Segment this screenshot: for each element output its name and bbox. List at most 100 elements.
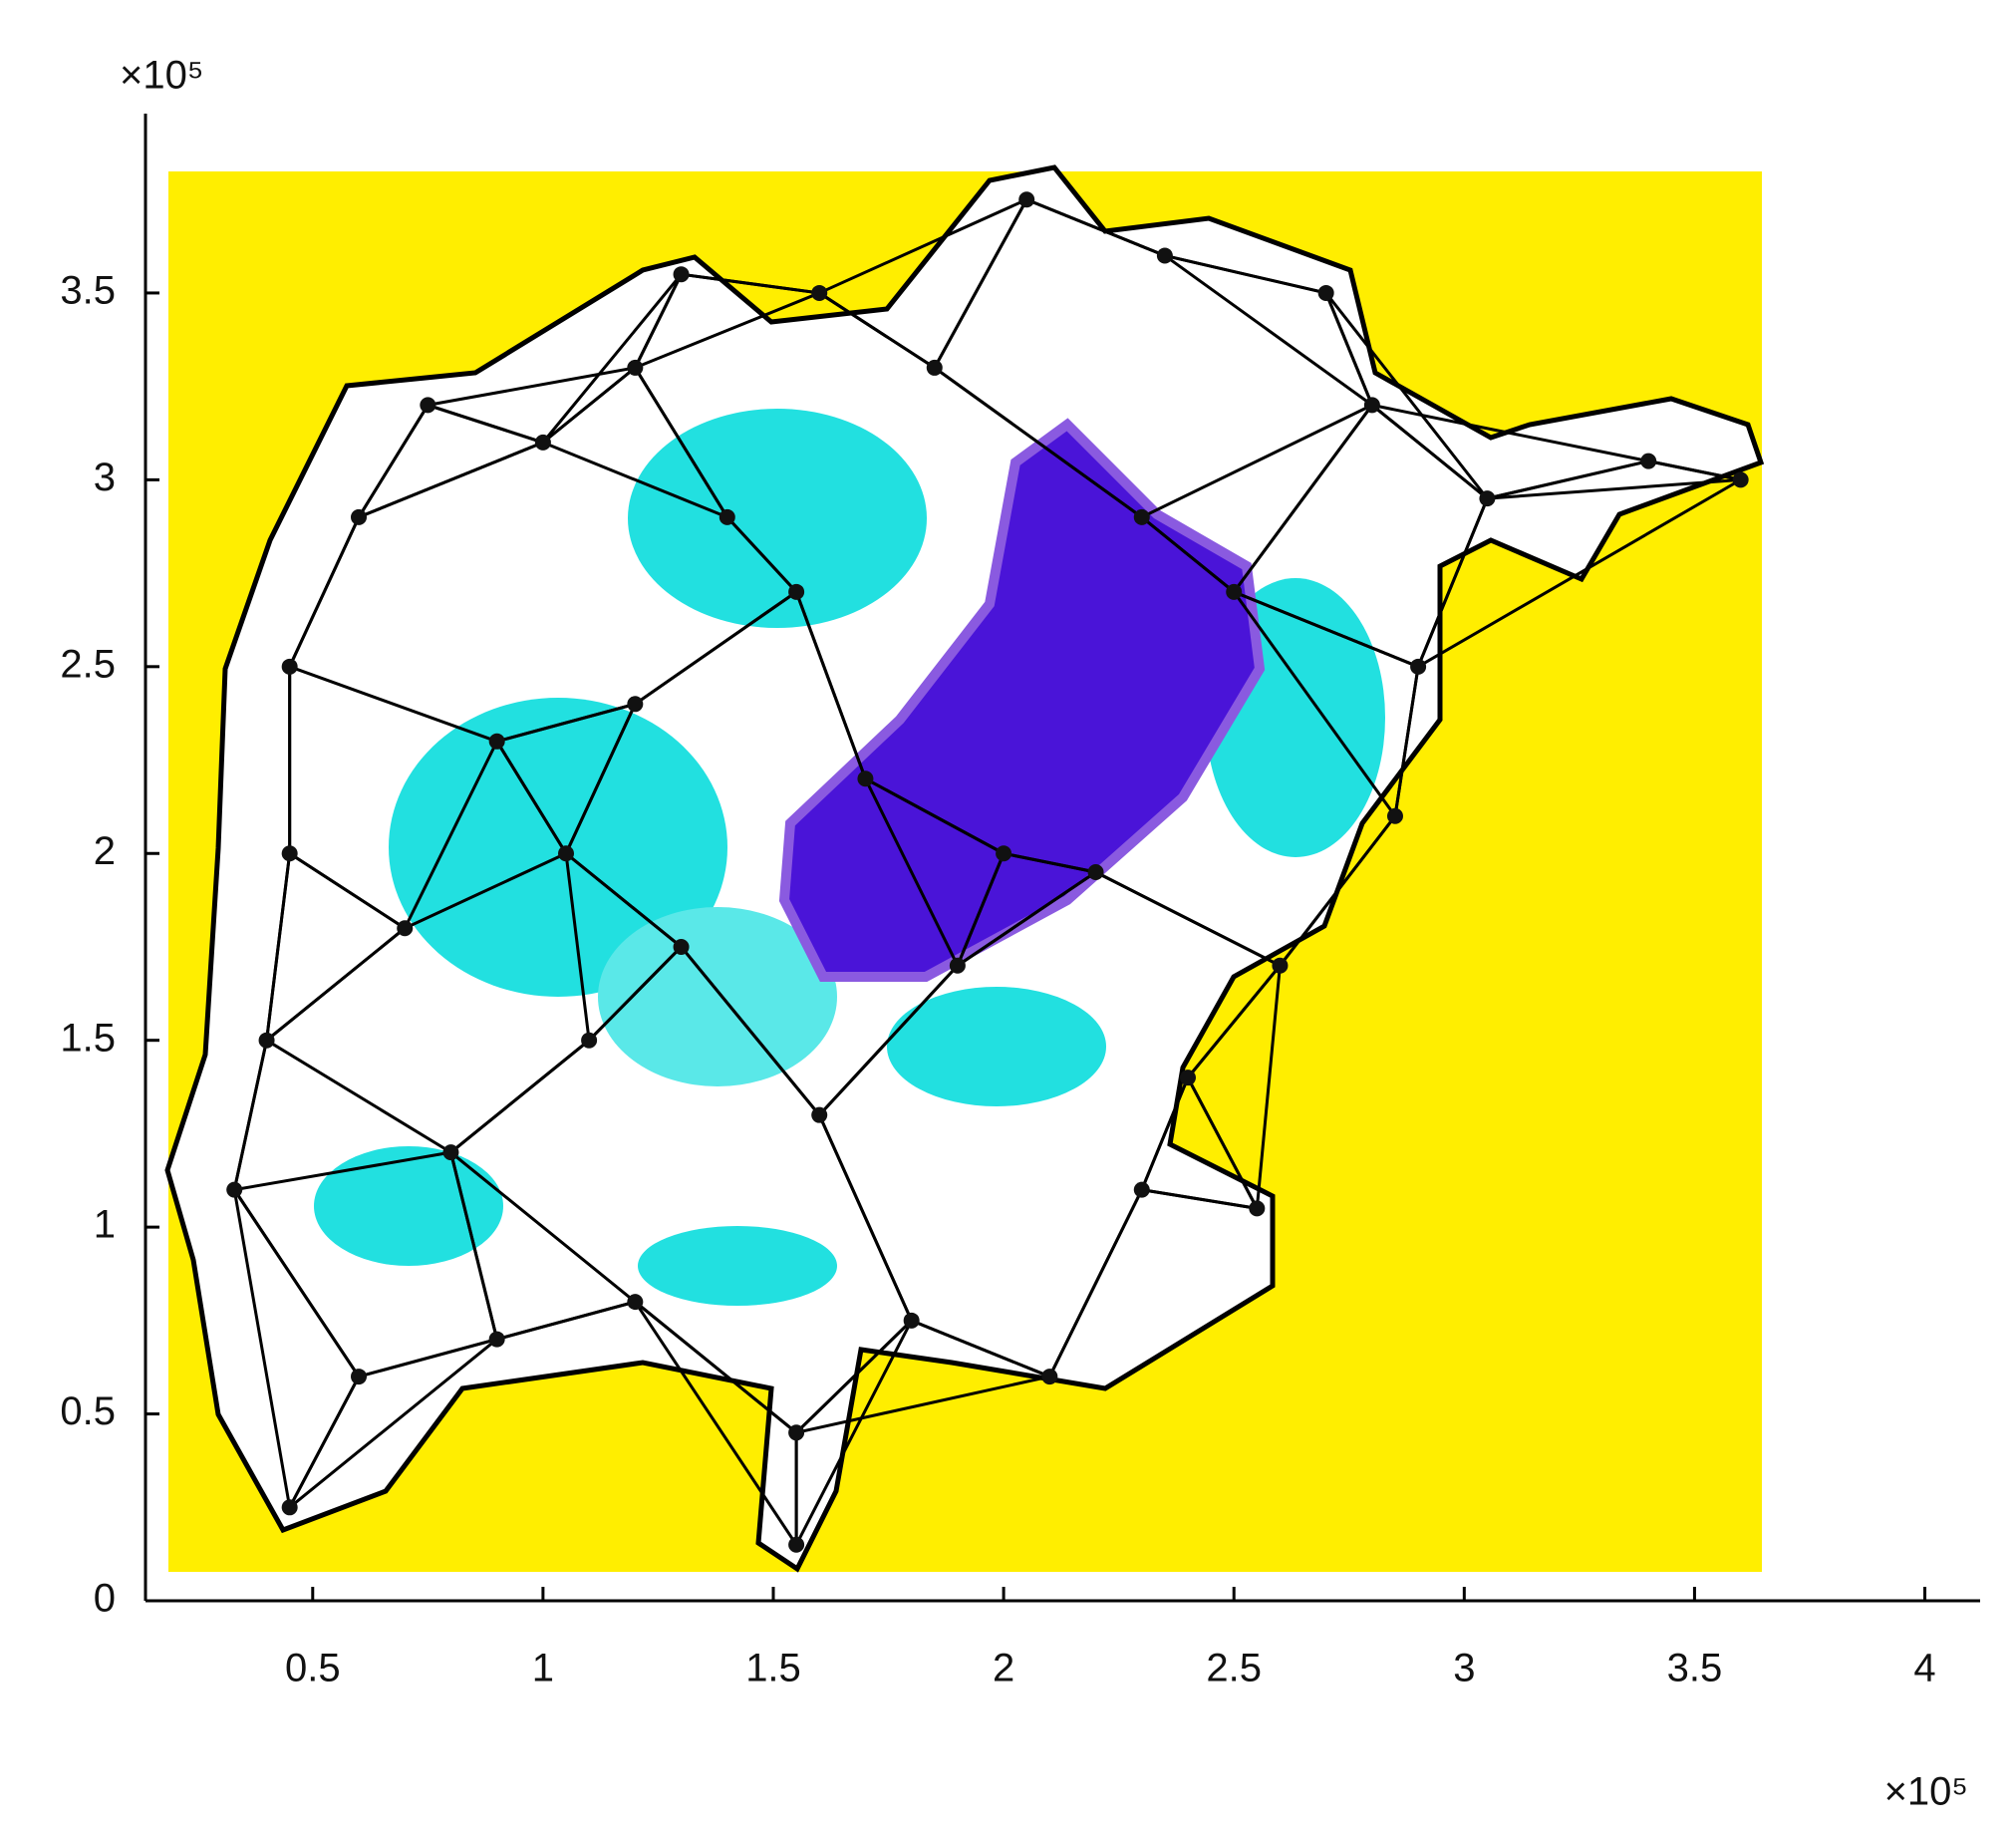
network-edge bbox=[1233, 404, 1374, 593]
network-edge bbox=[794, 1320, 913, 1546]
y-tick-label: 0 bbox=[94, 1577, 116, 1621]
node bbox=[926, 359, 943, 376]
network-edge bbox=[541, 366, 637, 445]
network-edge bbox=[1393, 666, 1420, 816]
network-edge bbox=[1140, 1076, 1190, 1191]
network-edge bbox=[542, 441, 728, 519]
network-edge bbox=[403, 741, 499, 929]
network-edge bbox=[1025, 197, 1166, 257]
network-edge bbox=[449, 1039, 591, 1154]
network-edge bbox=[1141, 1188, 1258, 1210]
node bbox=[1317, 284, 1334, 301]
network-edge bbox=[357, 404, 430, 518]
network-edge bbox=[794, 591, 867, 779]
network-edge bbox=[564, 703, 637, 854]
network-edge bbox=[1416, 497, 1489, 668]
network-edge bbox=[933, 366, 1143, 519]
network-edge bbox=[289, 665, 498, 744]
node bbox=[258, 1032, 275, 1049]
network-edge bbox=[404, 851, 567, 930]
region bbox=[628, 409, 927, 628]
y-tick-label: 2.5 bbox=[60, 642, 116, 686]
x-tick-label: 4 bbox=[1913, 1647, 1935, 1690]
node bbox=[673, 266, 690, 283]
node bbox=[488, 733, 505, 750]
x-tick-label: 1.5 bbox=[745, 1647, 801, 1690]
node bbox=[996, 845, 1012, 862]
network-edge bbox=[495, 741, 568, 855]
node bbox=[442, 1144, 459, 1161]
network-edge bbox=[1647, 459, 1741, 481]
network-edge bbox=[288, 516, 361, 668]
node bbox=[1363, 397, 1380, 414]
y-tick-label: 3 bbox=[94, 456, 116, 499]
network-edge bbox=[541, 273, 683, 444]
node bbox=[857, 770, 874, 787]
node bbox=[1479, 490, 1496, 507]
node bbox=[903, 1312, 920, 1329]
network-edge bbox=[288, 1338, 498, 1509]
node bbox=[627, 1294, 644, 1311]
node bbox=[627, 359, 644, 376]
network-edge bbox=[288, 851, 407, 930]
network-edge bbox=[588, 945, 683, 1042]
background-field bbox=[164, 164, 1765, 1573]
network-edge bbox=[634, 291, 820, 370]
node bbox=[949, 957, 966, 974]
network-edge bbox=[634, 367, 729, 518]
y-tick-label: 2 bbox=[94, 829, 116, 873]
network-edge bbox=[1003, 851, 1096, 874]
x-tick-label: 2.5 bbox=[1206, 1647, 1262, 1690]
node bbox=[226, 1181, 243, 1198]
node bbox=[558, 845, 575, 862]
network-edge bbox=[232, 1188, 361, 1378]
node bbox=[1087, 863, 1104, 880]
network-edge bbox=[564, 853, 591, 1041]
network-edge bbox=[288, 1376, 361, 1508]
network-edge bbox=[1047, 1188, 1144, 1378]
network-edge bbox=[358, 1338, 498, 1378]
network-edge bbox=[1324, 292, 1374, 406]
network-edge bbox=[1094, 870, 1282, 968]
network-edge bbox=[233, 1150, 451, 1192]
network-edge bbox=[817, 1114, 914, 1322]
node bbox=[534, 434, 551, 451]
network-edge bbox=[1279, 814, 1397, 967]
node bbox=[788, 583, 805, 600]
node bbox=[281, 658, 298, 675]
network-edge bbox=[265, 927, 407, 1042]
x-tick-label: 3.5 bbox=[1667, 1647, 1723, 1690]
network-edge bbox=[1417, 478, 1742, 669]
network-edge bbox=[911, 1319, 1050, 1378]
node bbox=[1272, 957, 1289, 974]
network-edge bbox=[864, 776, 1005, 855]
network-edge bbox=[818, 291, 936, 370]
network-edge bbox=[265, 853, 292, 1041]
y-exponent-label: ×10⁵ bbox=[120, 54, 203, 98]
region bbox=[389, 698, 727, 997]
node bbox=[281, 845, 298, 862]
network-edge bbox=[1141, 404, 1373, 519]
network-edge bbox=[449, 1150, 637, 1304]
network-edge bbox=[634, 1301, 798, 1546]
node bbox=[1249, 1200, 1266, 1217]
node bbox=[1018, 191, 1035, 208]
network-edge bbox=[265, 1039, 452, 1154]
network-edge bbox=[1232, 590, 1397, 817]
node bbox=[627, 696, 644, 713]
node bbox=[1179, 1070, 1196, 1086]
network-edge bbox=[448, 1151, 499, 1340]
network-edge bbox=[1487, 477, 1741, 500]
network-edge bbox=[634, 1300, 798, 1434]
network-edge bbox=[1324, 292, 1489, 500]
node bbox=[1041, 1369, 1058, 1385]
node bbox=[673, 938, 690, 955]
node bbox=[811, 284, 828, 301]
node bbox=[1410, 658, 1427, 675]
network-edge bbox=[633, 273, 683, 369]
y-tick-label: 0.5 bbox=[60, 1389, 116, 1433]
x-exponent-label: ×10⁵ bbox=[1884, 1770, 1968, 1814]
region bbox=[598, 907, 837, 1086]
node bbox=[811, 1106, 828, 1123]
